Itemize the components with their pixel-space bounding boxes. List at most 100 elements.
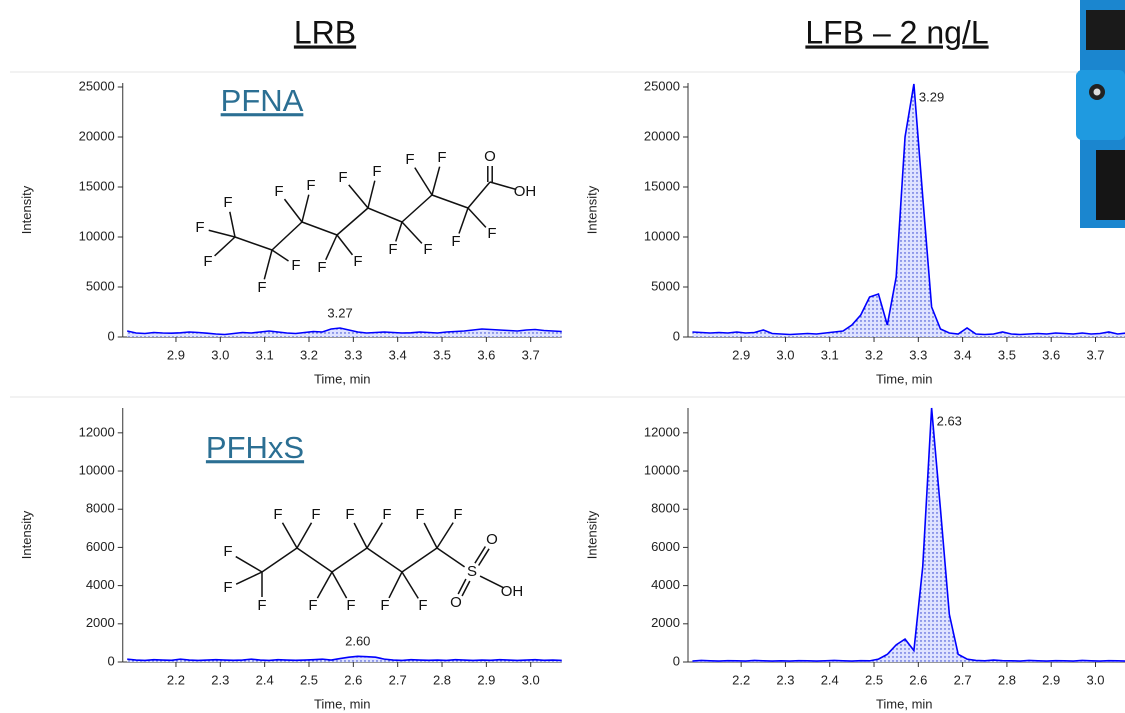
x-tick-label: 3.1 bbox=[821, 347, 839, 362]
x-tick-label: 2.2 bbox=[167, 672, 185, 687]
bond bbox=[401, 547, 438, 573]
y-tick-label: 25000 bbox=[79, 78, 115, 93]
atom-label: F bbox=[453, 506, 462, 523]
peak-area bbox=[692, 408, 1125, 662]
trace-line bbox=[127, 655, 562, 662]
atom-label: F bbox=[418, 597, 427, 614]
bond bbox=[431, 194, 469, 209]
y-tick-label: 10000 bbox=[644, 462, 680, 477]
atom-label: F bbox=[223, 579, 232, 596]
atom-label: F bbox=[257, 597, 266, 614]
atom-label: F bbox=[345, 506, 354, 523]
bond bbox=[336, 234, 354, 256]
atom-label: F bbox=[388, 241, 397, 258]
x-tick-label: 3.5 bbox=[433, 347, 451, 362]
x-tick-label: 3.0 bbox=[211, 347, 229, 362]
x-axis-label: Time, min bbox=[314, 696, 371, 711]
bond bbox=[283, 198, 303, 223]
y-tick-label: 5000 bbox=[651, 278, 680, 293]
bond bbox=[281, 522, 298, 549]
atom-label: OH bbox=[501, 583, 524, 600]
bond bbox=[366, 522, 383, 549]
structure bbox=[235, 522, 505, 599]
atom-label: F bbox=[223, 543, 232, 560]
atom-label: F bbox=[415, 506, 424, 523]
bond bbox=[234, 236, 273, 251]
atom-label: O bbox=[450, 594, 462, 611]
x-tick-label: 2.4 bbox=[821, 672, 839, 687]
x-tick-label: 3.3 bbox=[909, 347, 927, 362]
x-tick-label: 2.5 bbox=[865, 672, 883, 687]
bond bbox=[458, 207, 469, 234]
y-axis-label: Intensity bbox=[584, 510, 599, 559]
x-tick-label: 3.0 bbox=[522, 672, 540, 687]
bond bbox=[474, 546, 487, 564]
bond bbox=[423, 522, 438, 549]
y-tick-label: 0 bbox=[673, 328, 680, 343]
bond bbox=[401, 194, 433, 223]
x-tick-label: 2.9 bbox=[477, 672, 495, 687]
atom-label: F bbox=[273, 506, 282, 523]
x-tick-label: 3.4 bbox=[954, 347, 972, 362]
y-tick-label: 10000 bbox=[644, 228, 680, 243]
bond bbox=[477, 548, 490, 566]
bond bbox=[431, 166, 441, 196]
x-tick-label: 2.5 bbox=[300, 672, 318, 687]
bond bbox=[263, 249, 273, 280]
bond bbox=[331, 571, 348, 599]
bond bbox=[388, 571, 403, 599]
atom-label: O bbox=[484, 148, 496, 165]
bond bbox=[316, 571, 333, 599]
bond bbox=[436, 547, 466, 568]
bond bbox=[336, 207, 369, 236]
bond bbox=[214, 236, 236, 257]
bond bbox=[261, 547, 298, 573]
atom-label: F bbox=[346, 597, 355, 614]
atom-label: F bbox=[382, 506, 391, 523]
atom-label: F bbox=[306, 177, 315, 194]
x-tick-label: 3.5 bbox=[998, 347, 1016, 362]
bond bbox=[467, 207, 487, 228]
atom-label: F bbox=[437, 149, 446, 166]
bond bbox=[325, 234, 338, 261]
bond bbox=[436, 522, 454, 549]
bond bbox=[457, 578, 467, 595]
chart-panel: 0 2000 4000 6000 8000 10000 12000 2.2 2.3 2.4 2.5 2… bbox=[584, 407, 1125, 711]
column-title: LFB – 2 ng/L bbox=[805, 14, 988, 50]
x-tick-label: 2.9 bbox=[1042, 672, 1060, 687]
chart-panel: 0 5000 10000 15000 20000 25000 2.9 3.0 3.1 3.2 3.3… bbox=[19, 78, 562, 386]
compound-name: PFNA bbox=[221, 83, 304, 118]
atom-label: F bbox=[311, 506, 320, 523]
atom-label: F bbox=[405, 151, 414, 168]
atom-label: F bbox=[195, 219, 204, 236]
x-tick-label: 3.0 bbox=[1086, 672, 1104, 687]
x-tick-label: 3.6 bbox=[1042, 347, 1060, 362]
y-tick-label: 0 bbox=[108, 328, 115, 343]
bond bbox=[401, 571, 419, 599]
y-tick-label: 0 bbox=[673, 653, 680, 668]
bond bbox=[301, 194, 310, 223]
y-tick-label: 20000 bbox=[644, 128, 680, 143]
y-axis-label: Intensity bbox=[19, 510, 34, 559]
x-tick-label: 3.7 bbox=[1086, 347, 1104, 362]
atom-label: F bbox=[380, 597, 389, 614]
x-tick-label: 2.4 bbox=[256, 672, 274, 687]
bond bbox=[467, 181, 491, 209]
bond bbox=[366, 547, 403, 573]
compound-name: PFHxS bbox=[206, 430, 304, 465]
atom-label: F bbox=[451, 233, 460, 250]
atom-label: F bbox=[257, 279, 266, 296]
trace-line bbox=[692, 83, 1125, 336]
atom-label: S bbox=[467, 563, 477, 580]
y-tick-label: 6000 bbox=[651, 539, 680, 554]
peak-label: 2.63 bbox=[937, 413, 962, 428]
bond bbox=[301, 221, 338, 236]
bond bbox=[395, 221, 403, 242]
bond bbox=[229, 211, 236, 238]
atom-label: F bbox=[203, 253, 212, 270]
bond bbox=[367, 180, 376, 209]
trace-line bbox=[692, 407, 1125, 662]
bond bbox=[401, 221, 423, 244]
peak-area bbox=[692, 84, 1125, 337]
